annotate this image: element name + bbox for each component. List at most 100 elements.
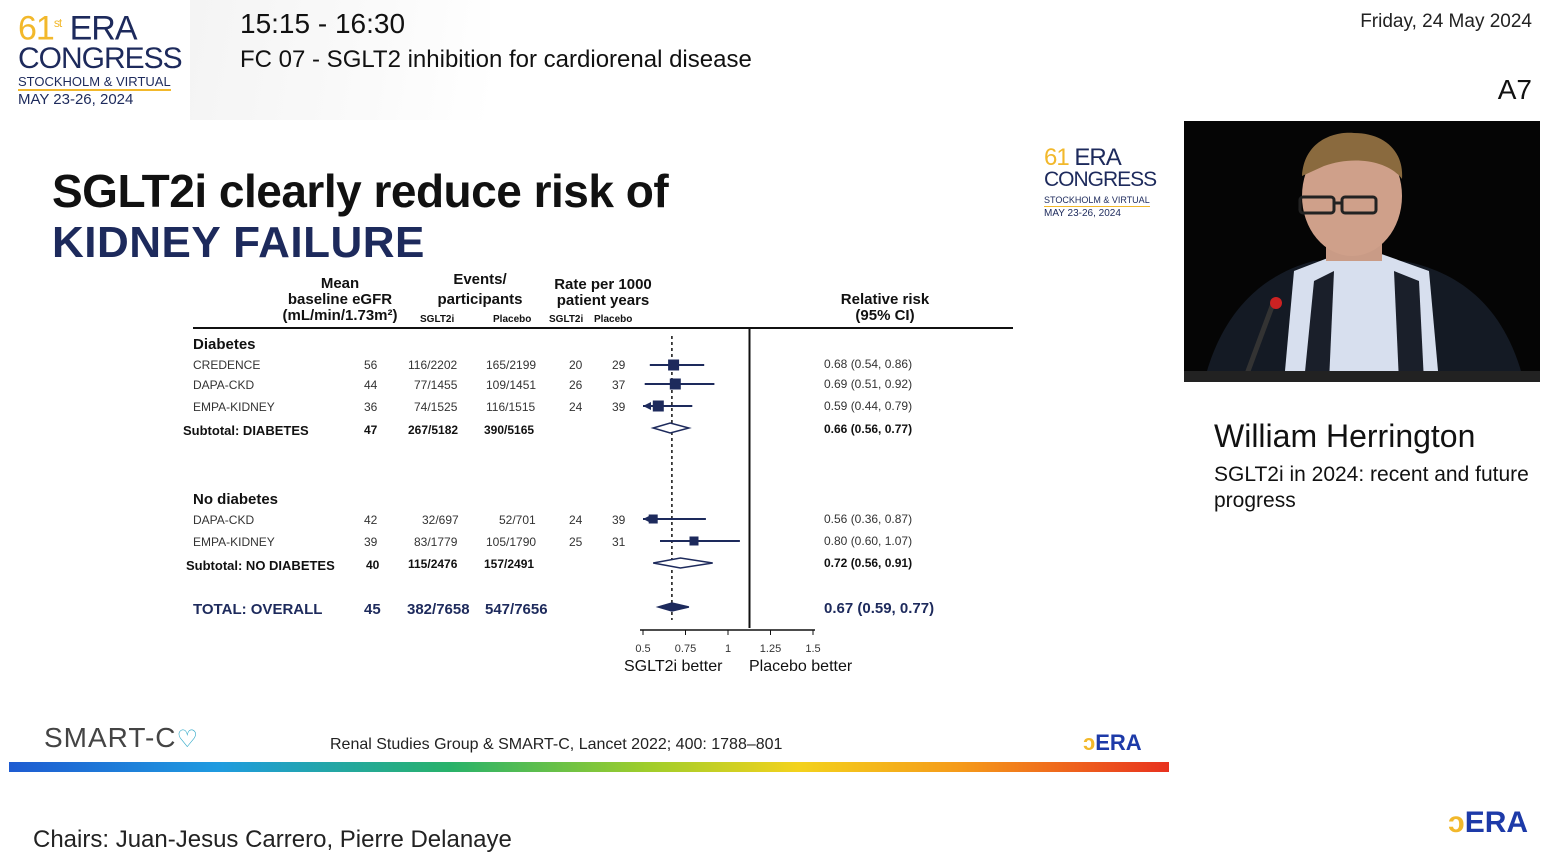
smart-c-logo: SMART-C♡ [44,722,199,754]
table-row-rate-placebo: 39 [612,513,626,527]
x-tick-label: 1.25 [760,643,781,655]
table-row-study: EMPA-KIDNEY [193,535,275,549]
table-row-events-placebo: 105/1790 [486,535,537,549]
subtotal-egfr: 40 [366,558,380,572]
point-estimate [648,514,658,524]
table-row-egfr: 44 [364,378,378,392]
speaker-silhouette [1184,121,1540,382]
table-row-events-sglt2i: 77/1455 [414,378,458,392]
x-axis-ticks: 0.5 0.75 1 1.25 1.5 [635,630,821,655]
col-egfr-l2: baseline eGFR [287,291,393,308]
slide-logo-line4: MAY 23-26, 2024 [1044,208,1121,219]
axis-label-right: Placebo better [749,658,853,675]
total-events-sglt2i: 382/7658 [407,601,470,618]
subtotal-egfr: 47 [364,423,378,437]
slide-logo-line2: CONGRESS [1044,168,1157,191]
subhdr-events-sglt2i: SGLT2i [420,314,455,325]
table-row-rr: 0.80 (0.60, 1.07) [824,534,913,548]
point-estimate [669,378,681,390]
header-gradient [190,0,490,120]
summary-diamond [653,557,713,569]
table-row-rr: 0.69 (0.51, 0.92) [824,377,913,391]
summary-diamond [650,422,692,434]
era-congress-logo: 61st ERA CONGRESS STOCKHOLM & VIRTUAL MA… [18,6,188,109]
logo-line2: CONGRESS [18,42,183,76]
table-row-study: CREDENCE [193,358,261,372]
total-egfr: 45 [364,601,381,618]
session-date: Friday, 24 May 2024 [1360,11,1532,32]
group-label-diabetes: Diabetes [193,336,256,353]
subtotal-events-placebo: 390/5165 [484,423,535,437]
col-rr-header: Relative risk (95% CI) [820,292,950,324]
subhdr-events-placebo: Placebo [493,314,532,325]
table-row-rate-sglt2i: 20 [569,358,583,372]
point-estimate [668,359,680,371]
subtotal-events-placebo: 157/2491 [484,557,535,571]
table-row-egfr: 36 [364,400,378,414]
speaker-video[interactable] [1184,121,1540,382]
table-row-rate-sglt2i: 25 [569,535,583,549]
col-events-header: Events/ participants [420,272,540,308]
slide-title-line1: SGLT2i clearly reduce risk of [52,165,669,217]
era-swirl-icon: ↄ [1083,730,1096,755]
slide-reference: Renal Studies Group & SMART-C, Lancet 20… [330,736,783,753]
col-egfr-header: Mean baseline eGFR (mL/min/1.73m²) [270,276,410,324]
table-row-study: DAPA-CKD [193,378,255,392]
logo-line3: STOCKHOLM & VIRTUAL [18,74,171,92]
axis-label-left: SGLT2i better [624,658,723,675]
table-row-rr: 0.56 (0.36, 0.87) [824,512,913,526]
era-text: ERA [1095,730,1142,755]
subtotal-label: Subtotal: NO DIABETES [186,558,335,573]
subtotal-rr: 0.72 (0.56, 0.91) [824,556,913,570]
col-rate-l1: Rate per 1000 [554,276,652,293]
subtotal-events-sglt2i: 267/5182 [408,423,459,437]
slide-logo-line3: STOCKHOLM & VIRTUAL [1044,195,1150,207]
slide-title-line2: KIDNEY FAILURE [52,218,425,267]
subhdr-rate-placebo: Placebo [594,314,633,325]
era-logo-bottom: ↄERA [1448,806,1528,840]
table-row-study: DAPA-CKD [193,513,255,527]
forest-marks [643,359,740,612]
era-logo-slide: ↄERA [1083,730,1142,756]
speaker-talk-title: SGLT2i in 2024: recent and future progre… [1214,463,1529,512]
table-row-rate-placebo: 39 [612,400,626,414]
table-row-rate-placebo: 31 [612,535,626,549]
table-row-events-placebo: 52/701 [499,513,536,527]
speaker-name: William Herrington [1214,418,1476,454]
table-row-events-placebo: 109/1451 [486,378,537,392]
table-row-events-sglt2i: 32/697 [422,513,459,527]
table-row-egfr: 56 [364,358,378,372]
col-events-l2: participants [437,291,523,308]
table-row-events-sglt2i: 83/1779 [414,535,458,549]
slide-logo-number: 61 [1044,144,1070,171]
slide-era-logo: 61 ERA CONGRESS STOCKHOLM & VIRTUAL MAY … [1044,144,1157,220]
table-row-rate-sglt2i: 26 [569,378,583,392]
table-row-events-sglt2i: 74/1525 [414,400,458,414]
forest-rows: CREDENCE 56 116/2202 165/2199 20 29 0.68… [0,0,1000,618]
smart-c-text: SMART-C [44,722,177,753]
table-row-events-placebo: 165/2199 [486,358,537,372]
col-egfr-l1: Mean [320,275,360,292]
col-events-l1: Events/ [453,271,507,288]
col-egfr-l3: (mL/min/1.73m²) [282,307,398,324]
table-row-rate-placebo: 29 [612,358,626,372]
era-text: ERA [1464,806,1529,839]
logo-superscript: st [53,16,62,30]
col-rr-l1: Relative risk [840,291,930,308]
rainbow-bar [9,762,1169,772]
x-tick-label: 1 [725,643,731,655]
header-rule [193,327,1013,329]
x-tick-label: 0.75 [675,643,696,655]
point-estimate [689,536,699,546]
col-rate-header: Rate per 1000 patient years [542,277,664,309]
subhdr-rate-sglt2i: SGLT2i [549,314,584,325]
total-rr: 0.67 (0.59, 0.77) [824,600,935,617]
table-row-events-placebo: 116/1515 [486,400,536,414]
table-row-rate-sglt2i: 24 [569,400,583,414]
table-row-rate-placebo: 37 [612,378,626,392]
table-row-events-sglt2i: 116/2202 [408,358,458,372]
table-row-rate-sglt2i: 24 [569,513,583,527]
logo-line4: MAY 23-26, 2024 [18,91,134,109]
point-estimate [652,400,664,412]
summary-diamond [655,602,690,612]
